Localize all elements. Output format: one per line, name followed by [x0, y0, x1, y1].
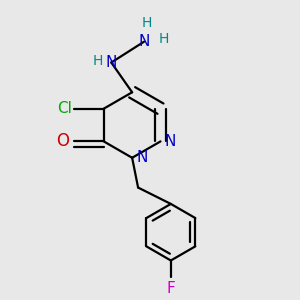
Text: H: H	[159, 32, 169, 46]
Text: N: N	[136, 150, 148, 165]
Text: N: N	[138, 34, 150, 49]
Text: Cl: Cl	[57, 101, 72, 116]
Text: O: O	[56, 132, 70, 150]
Text: N: N	[106, 55, 117, 70]
Text: F: F	[167, 281, 175, 296]
Text: H: H	[93, 54, 103, 68]
Text: N: N	[165, 134, 176, 149]
Text: H: H	[142, 16, 152, 30]
